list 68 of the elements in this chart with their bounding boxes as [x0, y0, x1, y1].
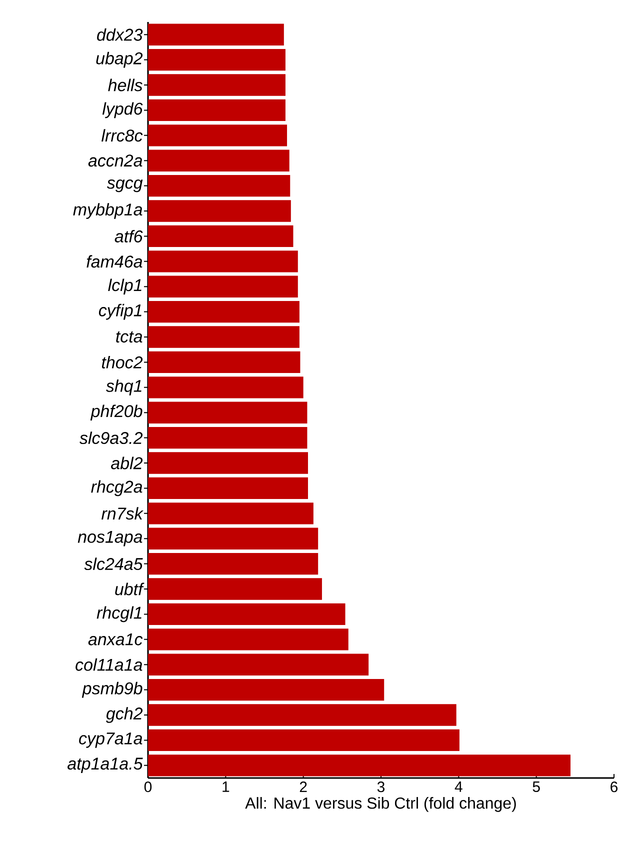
- y-tick-label: ddx23: [97, 28, 143, 41]
- bar: [148, 502, 314, 524]
- bar: [148, 276, 298, 298]
- y-tick-label: rn7sk: [102, 507, 144, 520]
- y-tick-label: anxa1c: [88, 633, 143, 646]
- bar: [148, 351, 300, 374]
- y-tick-label: ubap2: [96, 52, 143, 68]
- bar: [148, 124, 288, 146]
- y-tick-label: nos1apa: [78, 530, 142, 546]
- y-tick-label: psmb9b: [82, 682, 142, 698]
- y-tick-label: fam46a: [86, 255, 142, 268]
- x-tick-label: 0: [144, 782, 152, 792]
- bar: [148, 225, 294, 248]
- y-tick-label: accn2a: [88, 154, 142, 167]
- y-tick-label: gch2: [106, 707, 143, 723]
- bar: [148, 528, 318, 550]
- bar: [148, 250, 298, 272]
- bar: [148, 48, 286, 71]
- bar: [148, 578, 322, 600]
- x-tick-label: 4: [454, 782, 462, 792]
- x-tick-label: 2: [300, 782, 307, 792]
- bar: [148, 654, 369, 676]
- y-tick-label: rhcg2a: [91, 480, 142, 496]
- x-tick-label: 1: [222, 782, 230, 792]
- bar: [148, 99, 286, 122]
- y-tick-label: abl2: [111, 456, 143, 470]
- bar: [148, 326, 300, 348]
- y-tick-label: lrrc8c: [102, 129, 143, 142]
- bar: [148, 729, 460, 752]
- y-tick-label: ubtf: [115, 582, 144, 596]
- bar: [148, 376, 304, 398]
- bar: [148, 477, 308, 500]
- y-tick-label: col11a1a: [76, 658, 142, 671]
- x-tick-label: 5: [532, 782, 540, 792]
- bar: [148, 300, 300, 323]
- bar: [148, 200, 291, 222]
- bar: [148, 150, 290, 172]
- y-tick-label: shq1: [106, 379, 142, 396]
- y-tick-label: slc24a5: [84, 558, 143, 570]
- y-tick-label: lypd6: [102, 102, 143, 118]
- y-tick-label: hells: [108, 78, 142, 92]
- y-tick-label: rhcgl1: [96, 606, 142, 622]
- bar: [148, 704, 456, 726]
- bar: [148, 678, 384, 701]
- y-tick-label: cyp7a1a: [79, 732, 142, 748]
- x-tick-label: 6: [610, 782, 618, 792]
- y-tick-label: slc9a3.2: [80, 432, 143, 444]
- y-tick-label: thoc2: [102, 356, 143, 368]
- bar: [148, 402, 308, 424]
- y-tick-label: atf6: [114, 230, 143, 242]
- y-tick-label: tcta: [116, 331, 142, 343]
- bar: [148, 552, 318, 575]
- bar: [148, 754, 571, 776]
- bar: [148, 174, 290, 197]
- y-tick-label: atp1a1a.5: [68, 758, 143, 774]
- bar: [148, 603, 346, 626]
- x-tick-label: 3: [377, 782, 385, 792]
- bar: [148, 74, 286, 96]
- bar: [148, 452, 308, 474]
- y-tick-label: phf20b: [90, 404, 142, 421]
- y-tick-label: cyfip1: [98, 304, 142, 320]
- y-tick-label: lclp1: [108, 278, 142, 295]
- y-tick-label: sgcg: [106, 179, 143, 192]
- bar: [148, 628, 348, 650]
- y-tick-label: mybbp1a: [73, 203, 142, 219]
- bar: [148, 24, 284, 46]
- x-axis-title: All: Nav1 versus Sib Ctrl (fold change): [245, 797, 516, 812]
- bar: [148, 426, 308, 449]
